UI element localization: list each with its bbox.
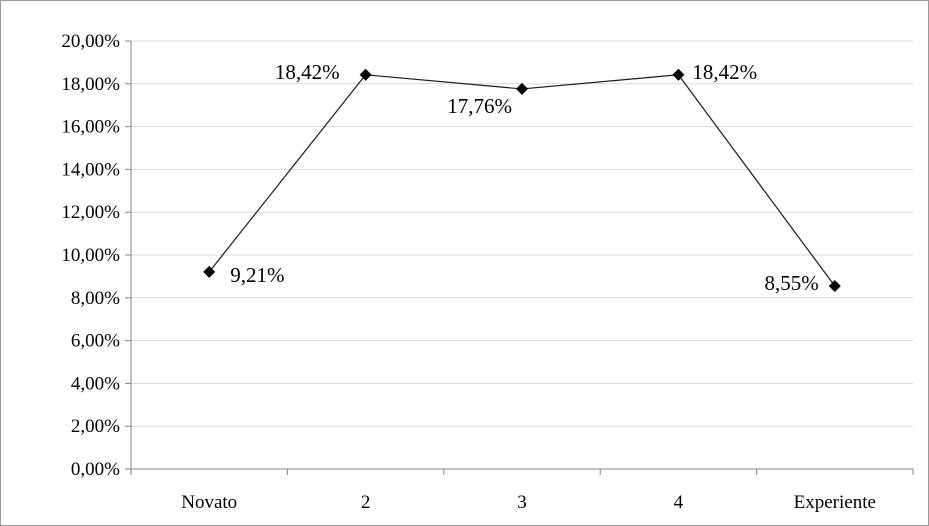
x-tick-label: Experiente	[794, 492, 876, 513]
data-label: 18,42%	[275, 60, 340, 84]
y-tick-label: 4,00%	[71, 373, 120, 394]
y-tick-label: 10,00%	[61, 245, 120, 266]
y-tick-label: 14,00%	[61, 159, 120, 180]
axes	[125, 40, 914, 475]
series-line	[208, 74, 836, 287]
y-tick-label: 12,00%	[61, 202, 120, 223]
y-axis-tick-labels: 0,00% 2,00% 4,00% 6,00% 8,00% 10,00% 12,00% 14,…	[61, 31, 120, 480]
y-tick-label: 20,00%	[61, 31, 120, 52]
y-tick-label: 18,00%	[61, 74, 120, 95]
data-point-marker	[203, 265, 216, 278]
data-label: 9,21%	[230, 263, 284, 287]
x-tick-label: 3	[517, 492, 527, 513]
series	[203, 68, 841, 293]
data-point-marker	[828, 280, 841, 293]
x-axis-tick-labels: Novato 2 3 4 Experiente	[181, 492, 876, 513]
x-tick-label: Novato	[181, 492, 237, 513]
x-tick-label: 2	[361, 492, 371, 513]
y-tick-label: 6,00%	[71, 331, 120, 352]
data-labels: 9,21% 18,42% 17,76% 18,42% 8,55%	[230, 60, 819, 295]
data-point-marker	[672, 68, 685, 81]
y-tick-label: 0,00%	[71, 459, 120, 480]
y-tick-label: 2,00%	[71, 416, 120, 437]
data-label: 18,42%	[692, 60, 757, 84]
y-tick-label: 16,00%	[61, 117, 120, 138]
y-tick-label: 8,00%	[71, 288, 120, 309]
x-tick-label: 4	[674, 492, 684, 513]
data-label: 8,55%	[765, 271, 819, 295]
data-label: 17,76%	[447, 94, 512, 118]
data-point-marker	[516, 82, 528, 95]
data-point-marker	[359, 68, 372, 81]
